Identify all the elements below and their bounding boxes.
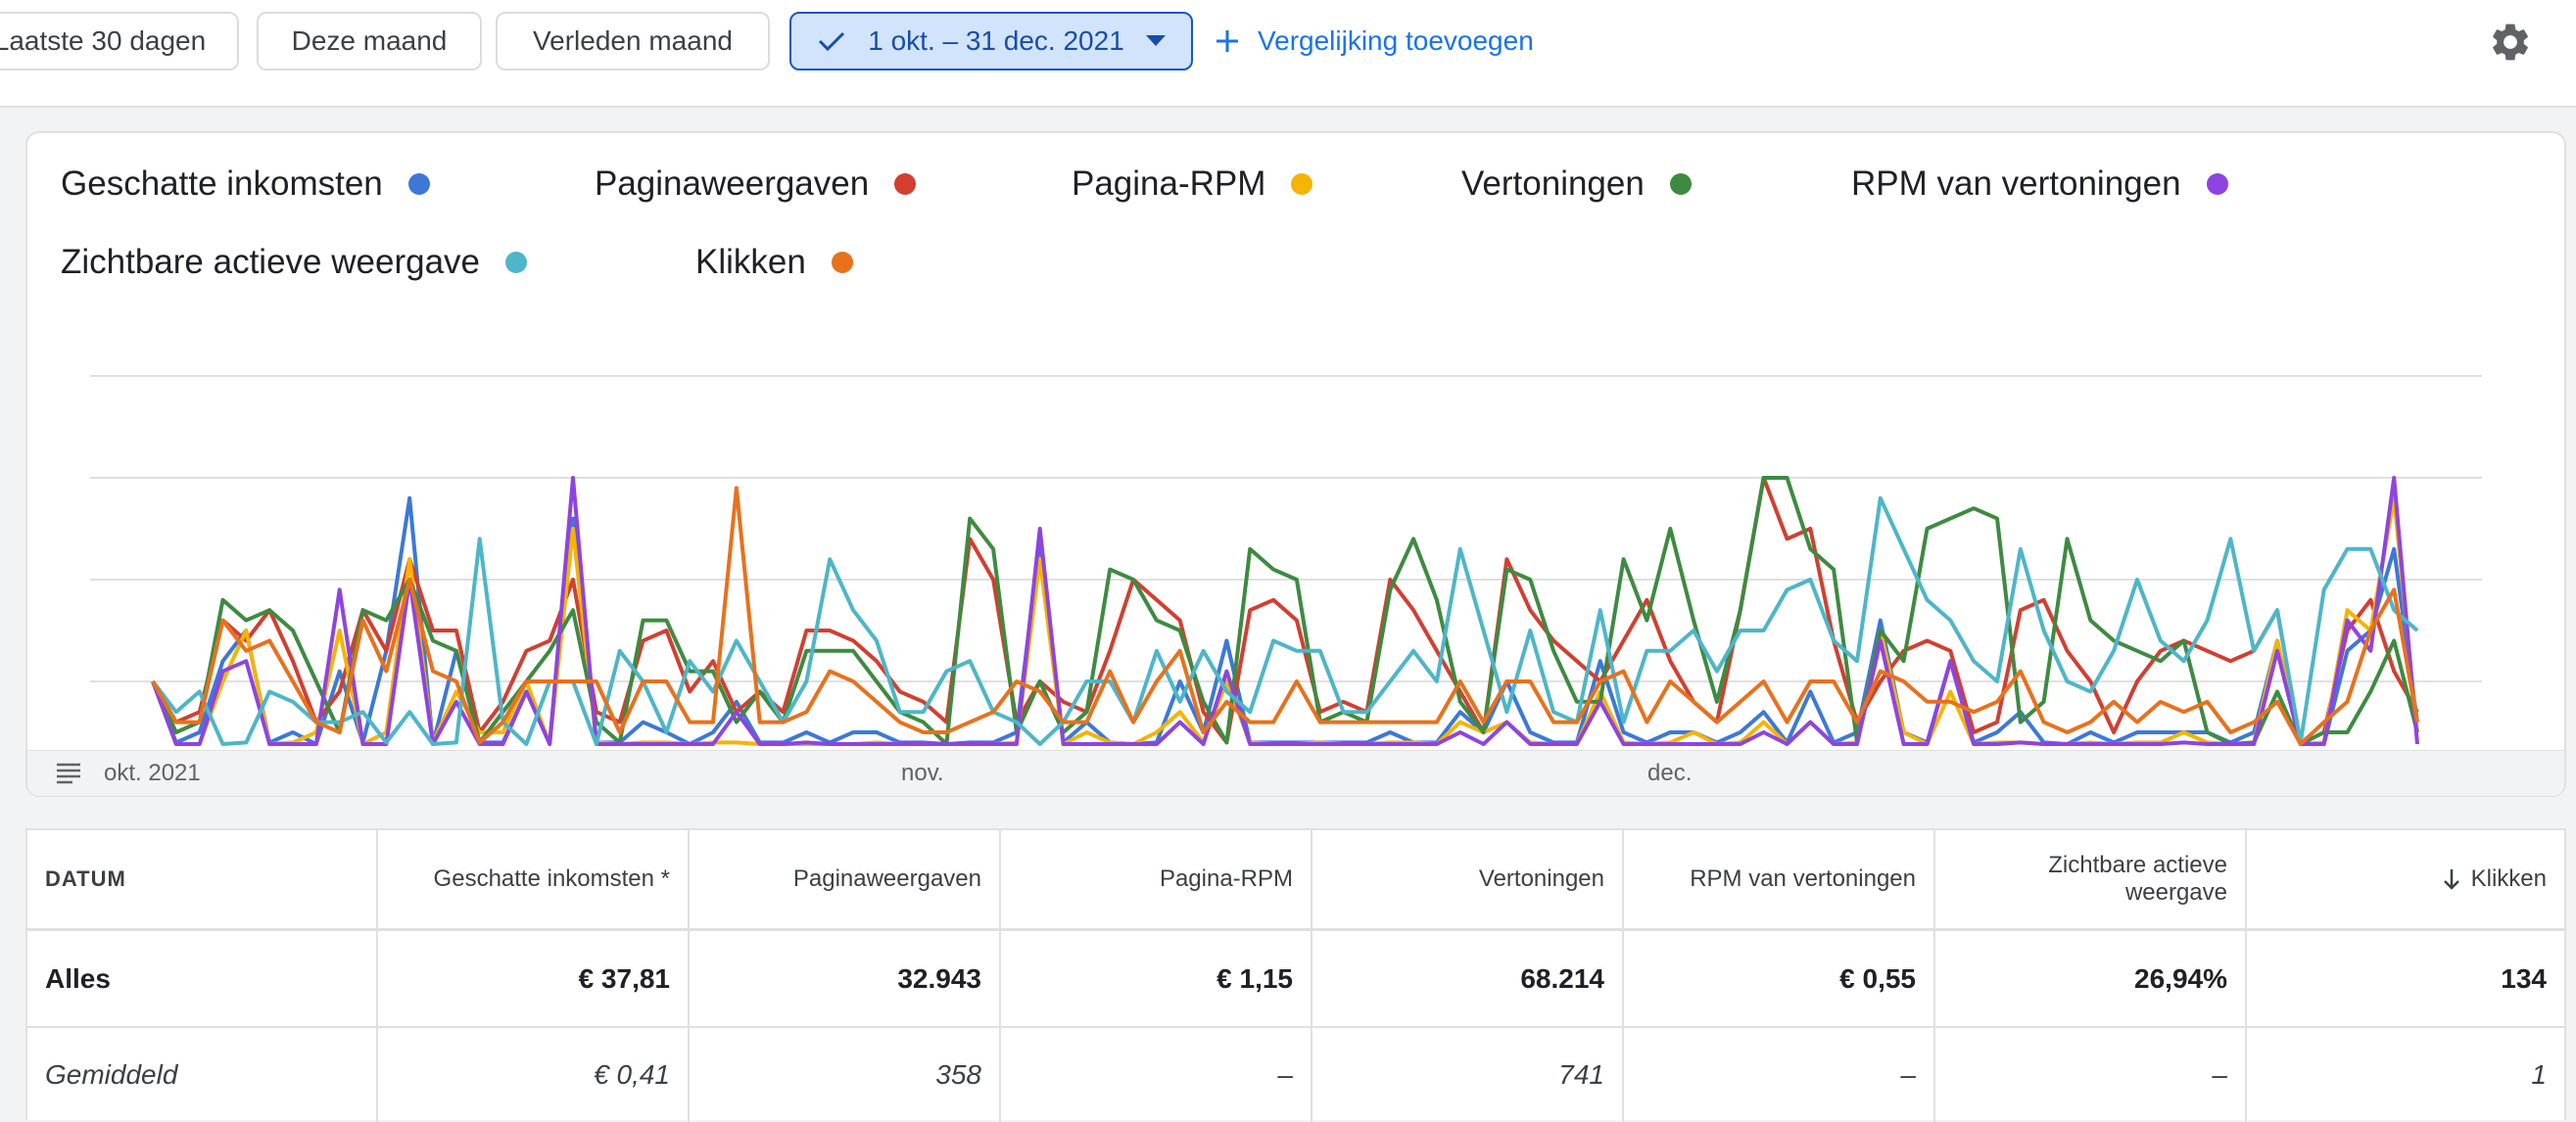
line-chart <box>90 375 2482 746</box>
legend-item-impressions[interactable]: Vertoningen <box>1461 164 1692 204</box>
header-label: Zichtbare actieve weergave <box>2048 852 2227 906</box>
preset-this-month-button[interactable]: Deze maand <box>257 12 482 70</box>
header-label: DATUM <box>45 866 126 891</box>
legend-label: Klikken <box>695 243 806 281</box>
cell-income: € 37,81 <box>378 928 690 1026</box>
cell-active-view: 26,94% <box>1935 928 2247 1026</box>
preset-last-30-days-button[interactable]: Laatste 30 dagen <box>0 12 239 70</box>
performance-chart-card: Geschatte inkomsten Paginaweergaven Pagi… <box>25 131 2566 797</box>
column-header-pageviews[interactable]: Paginaweergaven <box>690 830 1001 928</box>
selected-date-range-button[interactable]: 1 okt. – 31 dec. 2021 <box>789 12 1193 70</box>
header-label: Pagina-RPM <box>1159 865 1293 892</box>
legend-label: RPM van vertoningen <box>1851 164 2181 203</box>
x-tick-label: nov. <box>901 760 944 786</box>
series-line-6 <box>151 486 2419 746</box>
cell-active-view: – <box>1935 1026 2247 1122</box>
preset-last-month-button[interactable]: Verleden maand <box>496 12 770 70</box>
cell-impressions: 741 <box>1312 1026 1624 1122</box>
x-axis-strip <box>27 750 2564 796</box>
cell-pageviews: 32.943 <box>690 928 1001 1026</box>
series-line-1 <box>151 476 2419 746</box>
cell-clicks: 134 <box>2247 928 2564 1026</box>
legend-dot <box>831 252 853 273</box>
caret-down-icon <box>1145 35 1166 47</box>
cell-impression-rpm: – <box>1624 1026 1935 1122</box>
column-header-impressions[interactable]: Vertoningen <box>1312 830 1624 928</box>
legend-dot <box>2206 173 2228 195</box>
cell-page-rpm: – <box>1001 1026 1312 1122</box>
header-label: Klikken <box>2470 865 2547 892</box>
cell-income: € 0,41 <box>378 1026 690 1122</box>
legend-label: Paginaweergaven <box>595 164 870 203</box>
preset-label: Verleden maand <box>533 25 733 56</box>
series-line-2 <box>151 495 2419 746</box>
column-header-active-view[interactable]: Zichtbare actieve weergave <box>1935 830 2247 928</box>
add-comparison-button[interactable]: Vergelijking toevoegen <box>1215 12 1534 70</box>
arrow-down-icon <box>2442 867 2461 891</box>
legend-item-income[interactable]: Geschatte inkomsten <box>61 164 430 204</box>
header-label: Paginaweergaven <box>792 865 981 892</box>
column-header-clicks[interactable]: Klikken <box>2247 830 2564 928</box>
legend-item-clicks[interactable]: Klikken <box>695 243 853 282</box>
header-label: Geschatte inkomsten * <box>433 865 670 892</box>
column-header-date[interactable]: DATUM <box>27 830 378 928</box>
column-header-page-rpm[interactable]: Pagina-RPM <box>1001 830 1312 928</box>
series-line-5 <box>151 495 2419 746</box>
header-label: RPM van vertoningen <box>1690 865 1916 892</box>
column-header-income[interactable]: Geschatte inkomsten * <box>378 830 690 928</box>
legend-dot <box>407 173 430 195</box>
check-icon <box>817 29 846 53</box>
table-toggle-icon[interactable] <box>55 762 82 785</box>
legend-dot <box>505 252 527 273</box>
legend-item-impression-rpm[interactable]: RPM van vertoningen <box>1851 164 2228 204</box>
series-line-4 <box>151 476 2419 746</box>
cell-clicks: 1 <box>2247 1026 2564 1122</box>
preset-label: Deze maand <box>291 25 448 56</box>
plus-icon <box>1215 28 1240 54</box>
metrics-table: DATUM Geschatte inkomsten * Paginaweerga… <box>25 828 2566 1122</box>
legend-label: Pagina-RPM <box>1072 164 1266 203</box>
legend-label: Vertoningen <box>1461 164 1645 203</box>
row-label-average: Gemiddeld <box>27 1026 378 1122</box>
legend-item-active-view[interactable]: Zichtbare actieve weergave <box>61 243 527 282</box>
legend-item-page-rpm[interactable]: Pagina-RPM <box>1072 164 1313 204</box>
cell-pageviews: 358 <box>690 1026 1001 1122</box>
gear-icon[interactable] <box>2488 20 2533 65</box>
column-header-impression-rpm[interactable]: RPM van vertoningen <box>1624 830 1935 928</box>
date-range-toolbar: Laatste 30 dagen Deze maand Verleden maa… <box>0 0 2576 108</box>
cell-impressions: 68.214 <box>1312 928 1624 1026</box>
legend-dot <box>1291 173 1313 195</box>
series-line-3 <box>151 476 2419 746</box>
x-tick-label: okt. 2021 <box>104 760 201 786</box>
legend-label: Geschatte inkomsten <box>61 164 383 203</box>
legend-dot <box>894 173 917 195</box>
legend-label: Zichtbare actieve weergave <box>61 243 480 281</box>
cell-page-rpm: € 1,15 <box>1001 928 1312 1026</box>
preset-label: Laatste 30 dagen <box>0 25 207 56</box>
selected-range-label: 1 okt. – 31 dec. 2021 <box>868 25 1124 56</box>
cell-impression-rpm: € 0,55 <box>1624 928 1935 1026</box>
series-line-0 <box>151 495 2419 746</box>
header-label: Vertoningen <box>1478 865 1604 892</box>
row-label-total: Alles <box>27 928 378 1026</box>
legend-dot <box>1669 173 1692 195</box>
legend-item-pageviews[interactable]: Paginaweergaven <box>595 164 917 204</box>
add-comparison-label: Vergelijking toevoegen <box>1258 25 1534 56</box>
x-tick-label: dec. <box>1647 760 1693 786</box>
